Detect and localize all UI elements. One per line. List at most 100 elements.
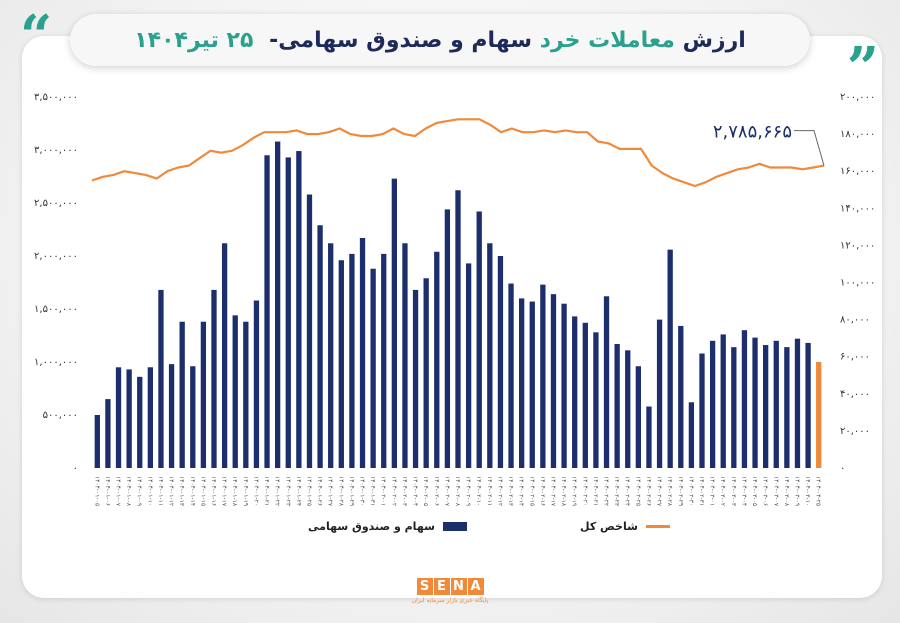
y-right-tick-label: ۱۲۰,۰۰۰ (840, 240, 875, 251)
legend-bar-label: سهام و صندوق سهامی (308, 520, 435, 533)
logo-subtitle: پایگاه خبری بازار سرمایه ایران (411, 597, 489, 604)
bar (582, 322, 588, 468)
x-tick-label: ۱۴۰۴-۰۲-۰۵ (422, 476, 429, 506)
x-tick-label: ۱۴۰۴-۰۱-۲۳ (284, 476, 291, 507)
logo-letter: N (450, 578, 467, 595)
logo-letter: A (467, 578, 484, 595)
bar (614, 343, 620, 468)
bar (455, 190, 461, 468)
bar (349, 253, 355, 468)
bar (741, 330, 748, 468)
x-tick-label: ۱۴۰۴-۰۱-۰۶ (104, 476, 111, 506)
x-tick-label: ۱۴۰۴-۰۱-۰۹ (136, 476, 143, 506)
bar (805, 342, 811, 468)
x-tick-label: ۱۴۰۴-۰۱-۰۷ (115, 476, 122, 507)
bar (317, 225, 323, 468)
x-tick-label: ۱۴۰۴-۰۲-۳۰ (687, 476, 694, 506)
title-rest: سهام و صندوق سهامی- (269, 27, 532, 53)
bar (158, 289, 164, 468)
y-left-tick-label: ۳,۵۰۰,۰۰۰ (34, 92, 78, 103)
x-tick-label: ۱۴۰۴-۰۲-۰۷ (443, 476, 450, 507)
legend-line-swatch (645, 525, 670, 528)
x-tick-label: ۱۴۰۴-۰۳-۰۶ (762, 476, 769, 506)
y-right-tick-label: ۲۰۰,۰۰۰ (840, 92, 875, 103)
bar (211, 289, 217, 468)
chart-title: ارزش معاملات خرد سهام و صندوق سهامی- ۲۵ … (134, 28, 746, 53)
x-tick-label: ۱۴۰۴-۰۲-۱۲ (496, 476, 503, 506)
bar (179, 321, 185, 468)
bar (635, 366, 641, 468)
y-left-tick-label: ۵۰۰,۰۰۰ (43, 410, 78, 421)
x-tick-label: ۱۴۰۴-۰۱-۳۰ (359, 476, 366, 506)
x-tick-label: ۱۴۰۴-۰۲-۲۱ (592, 476, 599, 506)
bar (434, 251, 440, 468)
y-right-tick-label: ۶۰,۰۰۰ (840, 352, 870, 363)
x-tick-label: ۱۴۰۴-۰۲-۳۱ (698, 476, 705, 506)
x-tick-label: ۱۴۰۴-۰۱-۲۷ (327, 476, 334, 507)
x-tick-label: ۱۴۰۴-۰۲-۲۴ (624, 476, 631, 506)
x-tick-label: ۱۴۰۴-۰۲-۲۸ (666, 476, 673, 507)
bar (402, 243, 408, 468)
annotation-leader (794, 130, 825, 166)
x-tick-label: ۱۴۰۴-۰۱-۰۵ (93, 476, 100, 506)
bar (625, 350, 631, 468)
bar (816, 362, 822, 468)
title-bar: ارزش معاملات خرد سهام و صندوق سهامی- ۲۵ … (70, 14, 810, 66)
bar (137, 376, 143, 468)
y-right-tick-label: ۱۰۰,۰۰۰ (840, 278, 875, 289)
bar (699, 353, 705, 468)
bar (423, 278, 429, 468)
y-left-tick-label: ۰ (73, 463, 78, 474)
bar (126, 369, 132, 468)
bar (328, 243, 334, 468)
x-tick-label: ۱۴۰۴-۰۲-۰۲ (390, 476, 397, 506)
legend-bar-swatch (442, 522, 467, 531)
bar (550, 294, 557, 468)
x-tick-label: ۱۴۰۴-۰۳-۱۰ (804, 476, 811, 506)
x-tick-label: ۱۴۰۴-۰۲-۲۲ (603, 476, 610, 506)
x-tick-label: ۱۴۰۴-۰۱-۲۹ (348, 476, 355, 506)
x-tick-label: ۱۴۰۴-۰۲-۱۵ (528, 476, 535, 506)
x-tick-label: ۱۴۰۴-۰۲-۰۱ (380, 476, 387, 506)
bar (232, 315, 238, 468)
x-tick-label: ۱۴۰۴-۰۳-۰۲ (719, 476, 726, 506)
x-tick-label: ۱۴۰۴-۰۳-۰۵ (751, 476, 758, 506)
bar (709, 340, 716, 468)
quote-open-icon: „ (847, 3, 880, 69)
bar (752, 337, 758, 468)
bar (296, 151, 302, 468)
x-tick-label: ۱۴۰۴-۰۲-۰۳ (401, 476, 408, 507)
bar (529, 301, 535, 468)
x-tick-label: ۱۴۰۴-۰۱-۲۱ (263, 476, 270, 506)
bar (794, 338, 801, 468)
bar (572, 316, 578, 468)
bar (497, 256, 504, 468)
bar (731, 347, 737, 468)
x-tick-label: ۱۴۰۴-۰۱-۲۶ (316, 476, 323, 506)
y-left-tick-label: ۲,۰۰۰,۰۰۰ (34, 251, 78, 262)
bar (593, 332, 599, 468)
y-right-tick-label: ۱۸۰,۰۰۰ (840, 129, 875, 140)
y-right-tick-label: ۱۶۰,۰۰۰ (840, 166, 875, 177)
bar (667, 249, 673, 468)
x-tick-label: ۱۴۰۴-۰۲-۲۹ (677, 476, 684, 506)
x-tick-label: ۱۴۰۴-۰۲-۰۴ (412, 476, 419, 506)
bar (519, 298, 525, 468)
x-tick-label: ۱۴۰۴-۰۱-۱۴ (189, 476, 196, 506)
x-tick-label: ۱۴۰۴-۰۲-۱۷ (549, 476, 556, 507)
x-tick-label: ۱۴۰۴-۰۲-۱۱ (486, 476, 493, 506)
title-highlight: معاملات خرد (539, 27, 675, 53)
y-left-tick-label: ۱,۵۰۰,۰۰۰ (34, 304, 78, 315)
x-tick-label: ۱۴۰۴-۰۳-۰۷ (772, 476, 779, 507)
x-tick-label: ۱۴۰۴-۰۲-۲۷ (656, 476, 663, 507)
y-right-tick-label: ۴۰,۰۰۰ (840, 389, 870, 400)
bar (773, 340, 779, 468)
x-tick-label: ۱۴۰۴-۰۲-۲۵ (634, 476, 641, 506)
bar (391, 178, 397, 468)
bar (264, 155, 270, 469)
bar (359, 237, 366, 468)
bar (412, 289, 419, 468)
bar (603, 296, 610, 468)
legend-line-label: شاخص کل (580, 520, 638, 533)
y-left-tick-label: ۲,۵۰۰,۰۰۰ (34, 198, 78, 209)
